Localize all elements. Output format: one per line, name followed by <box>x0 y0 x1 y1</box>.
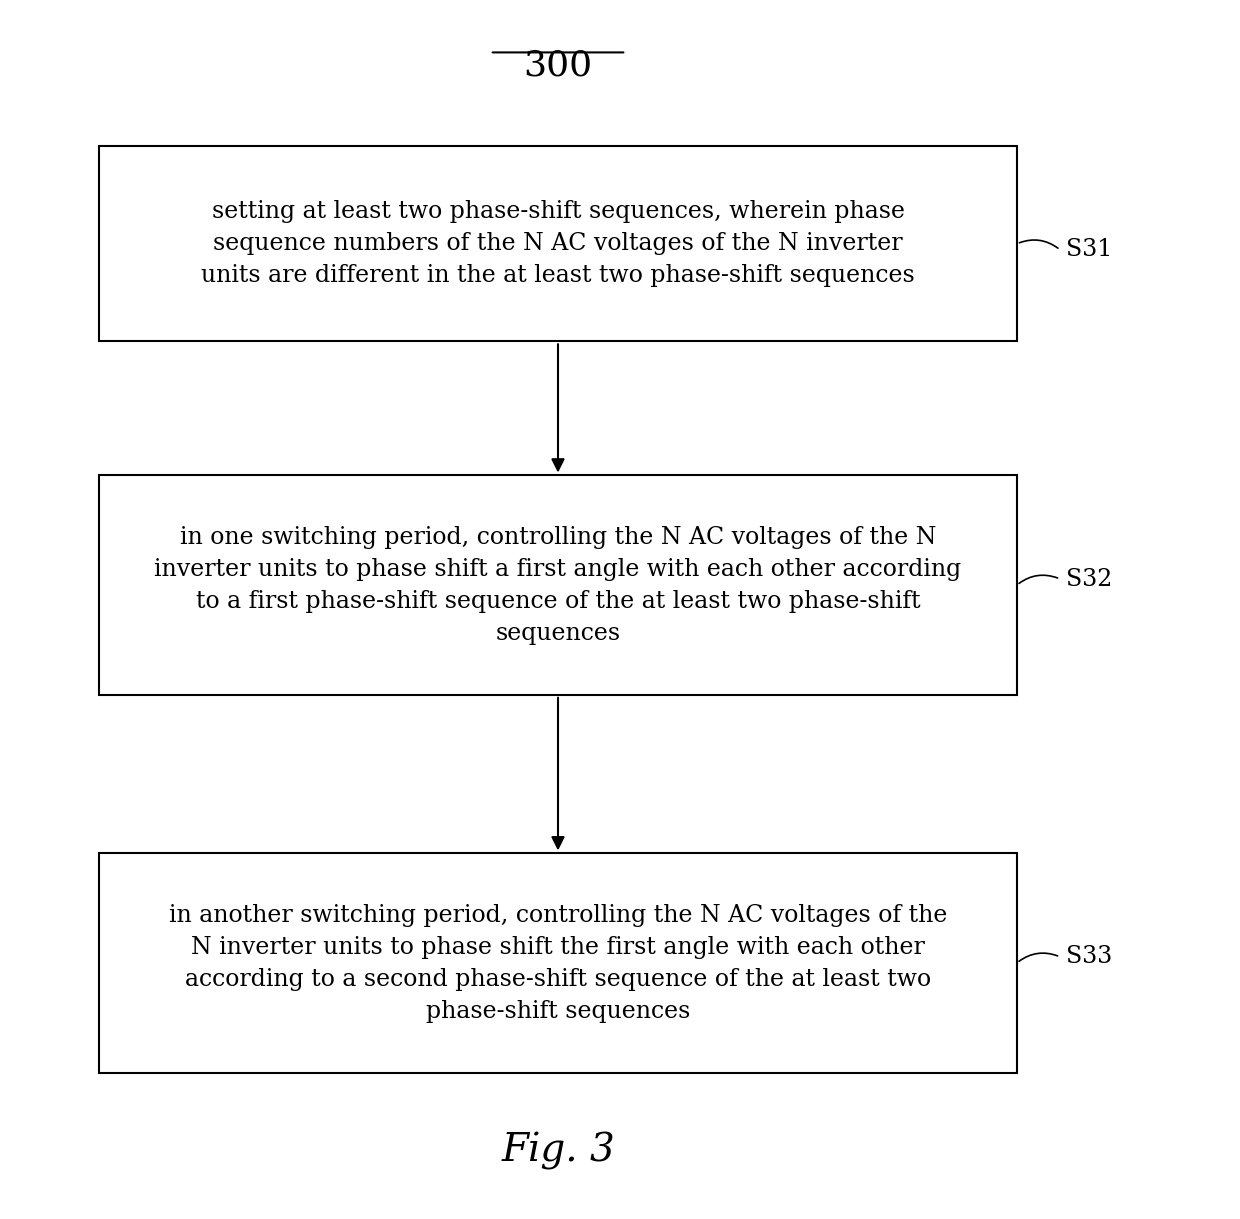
Text: 300: 300 <box>523 49 593 83</box>
Text: S33: S33 <box>1066 946 1112 968</box>
Text: S31: S31 <box>1066 239 1112 261</box>
FancyBboxPatch shape <box>99 146 1017 341</box>
Text: in one switching period, controlling the N AC voltages of the N
inverter units t: in one switching period, controlling the… <box>154 525 962 645</box>
Text: S32: S32 <box>1066 568 1112 590</box>
FancyBboxPatch shape <box>99 853 1017 1073</box>
Text: in another switching period, controlling the N AC voltages of the
N inverter uni: in another switching period, controlling… <box>169 903 947 1023</box>
Text: Fig. 3: Fig. 3 <box>501 1132 615 1170</box>
FancyBboxPatch shape <box>99 475 1017 695</box>
Text: setting at least two phase-shift sequences, wherein phase
sequence numbers of th: setting at least two phase-shift sequenc… <box>201 200 915 288</box>
